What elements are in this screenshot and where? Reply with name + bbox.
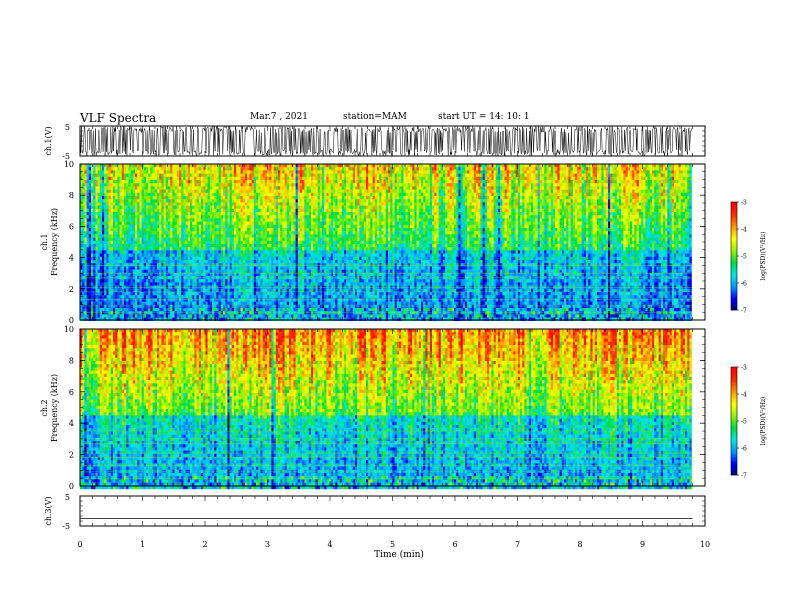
ch1-ytick-bottom: -5 — [62, 152, 70, 161]
xtick-label: 7 — [515, 540, 520, 549]
ch1-ylabel: ch.1(V) — [44, 126, 53, 155]
colorbar-tick-label: -5 — [741, 419, 747, 426]
header-start-time: start UT = 14: 10: 1 — [438, 112, 530, 122]
chart-title: VLF Spectra — [80, 111, 156, 125]
ch1-colorbar: -3 -4 -5 -6 -7 log(PSD)(V²/Hz) — [730, 200, 767, 315]
ch2-ylabel-frequency: Frequency (kHz) — [50, 374, 59, 442]
x-axis-label: Time (min) — [374, 549, 424, 560]
colorbar-tick-label: -3 — [741, 200, 747, 207]
ytick-label: 0 — [69, 482, 74, 491]
ch1-ylabel-frequency: Frequency (kHz) — [50, 208, 59, 276]
ch1-waveform-trace — [80, 126, 693, 156]
colorbar-tick-label: -5 — [741, 254, 747, 261]
ch1-ylabel-channel: ch.1 — [40, 233, 49, 250]
ch3-ylabel: ch.3(V) — [44, 496, 53, 525]
panel-tick-marks — [79, 125, 706, 527]
ytick-label: 4 — [69, 254, 74, 263]
xtick-label: 5 — [390, 540, 395, 549]
xtick-label: 0 — [77, 540, 82, 549]
ch1-spectrogram-panel: 0 2 4 6 8 10 ch.1 Frequency (kHz) — [40, 160, 706, 325]
x-axis: 0 1 2 3 4 5 6 7 8 9 10 — [77, 540, 710, 549]
xtick-label: 8 — [577, 540, 582, 549]
ytick-label: 2 — [69, 451, 74, 460]
ch2-ylabel-channel: ch.2 — [40, 399, 49, 416]
ch2-spectrogram-heatmap — [80, 329, 693, 490]
colorbar-tick-label: -4 — [741, 227, 747, 234]
xtick-label: 10 — [700, 540, 710, 549]
xtick-label: 4 — [327, 540, 332, 549]
ch3-ytick-top: 5 — [65, 493, 70, 502]
xtick-label: 6 — [452, 540, 457, 549]
ch2-colorbar: -3 -4 -5 -6 -7 log(PSD)(V²/Hz) — [730, 365, 767, 480]
ch1-ytick-top: 5 — [65, 123, 70, 132]
ch3-waveform-panel: 5 -5 ch.3(V) — [44, 493, 706, 531]
header-station: station=MAM — [343, 112, 407, 122]
ytick-label: 8 — [69, 356, 74, 365]
ytick-label: 6 — [69, 222, 74, 231]
colorbar-label: log(PSD)(V²/Hz) — [760, 397, 767, 446]
colorbar-tick-label: -6 — [741, 446, 747, 453]
xtick-label: 9 — [640, 540, 645, 549]
xtick-label: 2 — [202, 540, 207, 549]
ytick-label: 8 — [69, 191, 74, 200]
colorbar-tick-label: -7 — [741, 473, 747, 480]
ch1-waveform-path — [80, 126, 693, 156]
ytick-label: 6 — [69, 388, 74, 397]
colorbar-tick-label: -3 — [741, 365, 747, 372]
xtick-label: 3 — [265, 540, 270, 549]
ch1-spectrogram-heatmap — [80, 164, 693, 321]
colorbar-tick-label: -6 — [741, 281, 747, 288]
colorbar-label: log(PSD)(V²/Hz) — [760, 232, 767, 281]
ytick-label: 2 — [69, 285, 74, 294]
ytick-label: 4 — [69, 419, 74, 428]
header-date: Mar.7 , 2021 — [250, 112, 308, 122]
ch3-ytick-bottom: -5 — [62, 522, 70, 531]
colorbar-tick-label: -7 — [741, 308, 747, 315]
xtick-label: 1 — [140, 540, 145, 549]
ch2-spectrogram-panel: 0 2 4 6 8 10 ch.2 Frequency (kHz) — [40, 325, 706, 491]
ytick-label: 10 — [64, 160, 74, 169]
ytick-label: 10 — [64, 325, 74, 334]
colorbar-tick-label: -4 — [741, 392, 747, 399]
ch1-waveform-panel: 5 -5 ch.1(V) — [44, 123, 706, 161]
ytick-label: 0 — [69, 316, 74, 325]
